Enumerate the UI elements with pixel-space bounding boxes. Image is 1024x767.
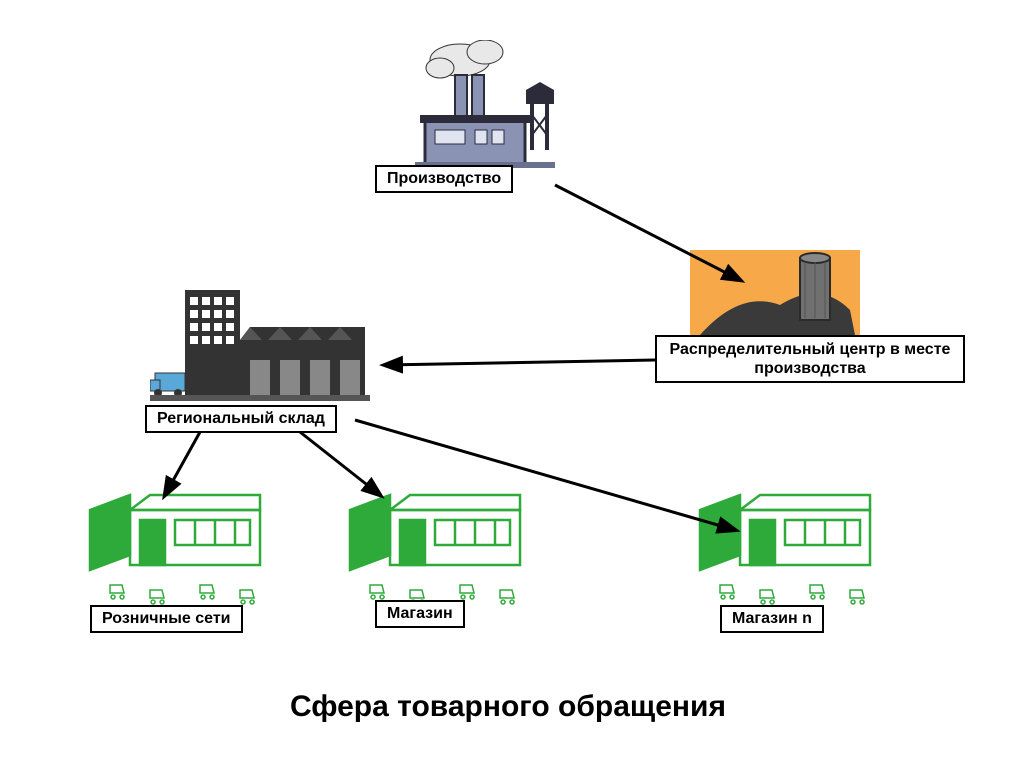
node-production [400, 40, 560, 185]
edge-warehouse-retail2 [300, 432, 380, 495]
node-retail3 [690, 490, 890, 615]
label-retail1: Розничные сети [90, 605, 243, 633]
store-icon [690, 490, 890, 610]
node-retail1 [80, 490, 280, 615]
store-icon [80, 490, 280, 610]
label-warehouse: Региональный склад [145, 405, 337, 433]
node-retail2 [340, 490, 540, 615]
label-distribution-text: Распределительный центр в месте производ… [670, 341, 951, 377]
warehouse-icon [150, 285, 370, 410]
edge-warehouse-retail1 [165, 432, 200, 495]
label-production: Производство [375, 165, 513, 193]
label-retail2: Магазин [375, 600, 465, 628]
label-retail3: Магазин n [720, 605, 824, 633]
node-warehouse [150, 285, 370, 415]
node-distribution [690, 250, 860, 345]
store-icon [340, 490, 540, 610]
distribution-center-icon [690, 250, 860, 340]
label-distribution: Распределительный центр в месте производ… [655, 335, 965, 383]
factory-icon [400, 40, 560, 180]
diagram-title: Сфера товарного обращения [290, 690, 726, 724]
edge-distribution-warehouse [385, 360, 655, 365]
